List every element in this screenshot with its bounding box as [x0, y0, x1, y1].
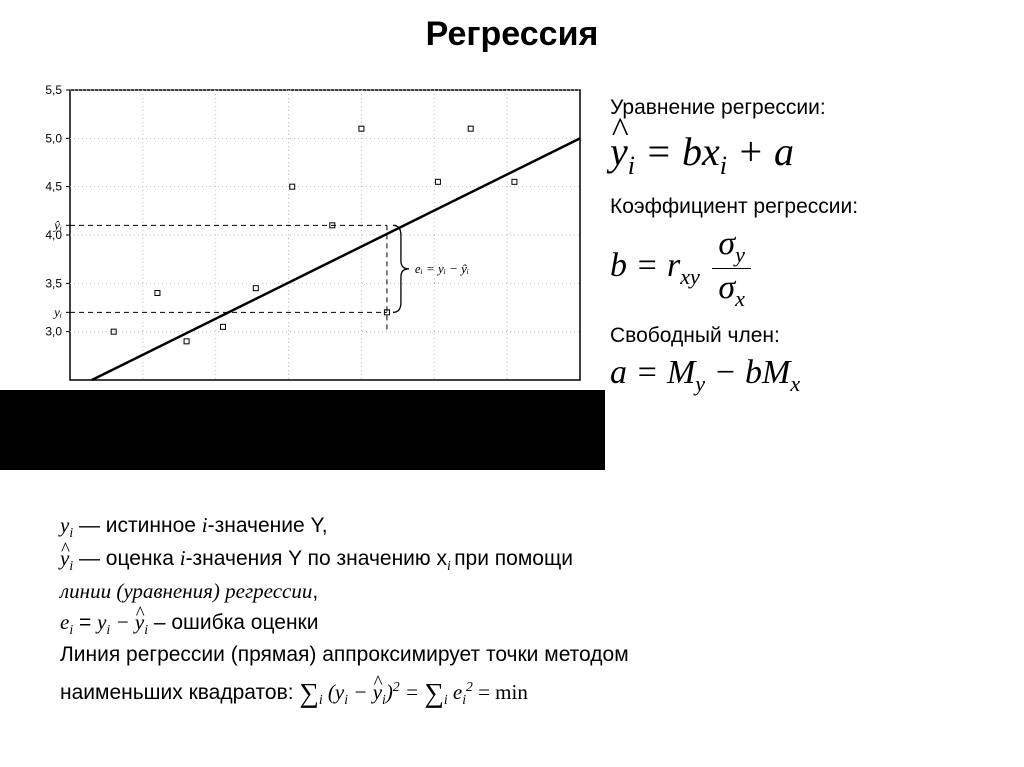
- svg-text:3,0: 3,0: [45, 325, 62, 339]
- coefficient-label: Коэффициент регрессии:: [610, 195, 1010, 219]
- desc-line-6: наименьших квадратов: ∑i (yi − yi)2 = ∑i…: [60, 671, 940, 711]
- svg-text:4,5: 4,5: [45, 180, 62, 194]
- desc-line-4: ei = yi − yi – ошибка оценки: [60, 607, 940, 640]
- svg-text:5,5: 5,5: [45, 83, 62, 97]
- equation-label: Уравнение регрессии:: [610, 96, 1010, 120]
- svg-text:5,0: 5,0: [45, 131, 62, 145]
- desc-line-1: yi — истинное i-значение Y,: [60, 510, 940, 543]
- regression-equation: yi = bxi + a: [610, 128, 1010, 181]
- description-text: yi — истинное i-значение Y, yi — оценка …: [60, 510, 940, 710]
- svg-text:3,5: 3,5: [45, 276, 62, 290]
- coefficient-equation: b = rxy σy σx: [610, 225, 1010, 312]
- desc-line-2: yi — оценка i-значения Y по значению xi …: [60, 543, 940, 576]
- equations-column: Уравнение регрессии: yi = bxi + a Коэффи…: [610, 90, 1010, 408]
- svg-text:ŷᵢ: ŷᵢ: [52, 217, 62, 232]
- intercept-equation: a = My − bMx: [610, 354, 1010, 397]
- redaction-band: [0, 390, 605, 470]
- page-title: Регрессия: [0, 15, 1024, 54]
- desc-line-5: Линия регрессии (прямая) аппроксимирует …: [60, 640, 940, 670]
- svg-text:eᵢ = yᵢ − ŷᵢ: eᵢ = yᵢ − ŷᵢ: [415, 261, 469, 276]
- intercept-label: Свободный член:: [610, 324, 1010, 348]
- svg-text:yᵢ: yᵢ: [52, 304, 62, 319]
- regression-chart: 3,03,54,04,55,05,5ŷᵢyᵢeᵢ = yᵢ − ŷᵢ: [20, 80, 590, 390]
- desc-line-3: линии (уравнения) регрессии,: [60, 576, 940, 607]
